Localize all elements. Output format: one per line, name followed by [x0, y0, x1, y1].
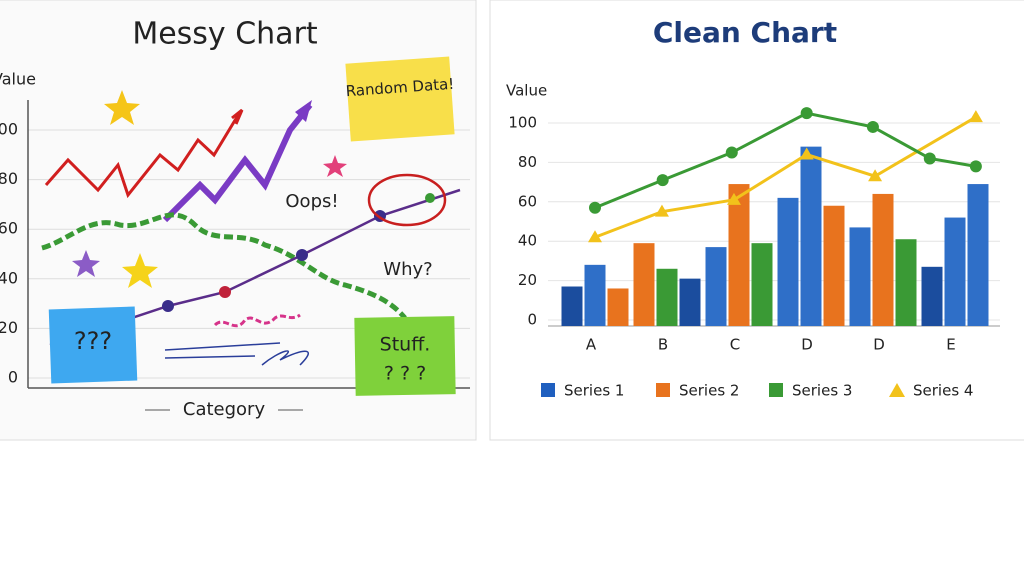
y-tick-label: 100 [508, 114, 537, 132]
sticky-note [345, 56, 455, 142]
bar [607, 288, 629, 326]
y-tick-label: 100 [0, 120, 18, 139]
annotation: ??? [74, 327, 112, 355]
messy-chart: Messy Chart Value Category Random Data! … [0, 17, 470, 420]
bar [656, 268, 678, 326]
bar [967, 184, 989, 326]
bar [895, 239, 917, 326]
marker [589, 201, 601, 214]
y-tick-label: 20 [0, 318, 18, 337]
x-axis-label: Category [183, 399, 266, 420]
y-tick-label: 20 [518, 271, 537, 289]
sticky-note [354, 316, 456, 396]
scribble [162, 103, 313, 223]
marker [923, 152, 936, 165]
clean-panel [489, 0, 1024, 441]
legend-marker [889, 383, 905, 397]
bar [872, 193, 894, 326]
y-tick-label: 40 [0, 268, 18, 287]
dot [219, 286, 231, 298]
scribble [41, 212, 407, 320]
bar [584, 264, 606, 326]
dot [162, 300, 174, 312]
bar [944, 217, 966, 326]
bar [800, 146, 822, 326]
marker [866, 120, 879, 133]
legend-marker [541, 383, 555, 397]
dot [296, 249, 308, 261]
bar [728, 184, 750, 326]
legend-label: Series 1 [564, 382, 624, 400]
marker [968, 110, 983, 123]
legend-label: Series 3 [792, 382, 852, 400]
marker [969, 160, 982, 173]
scribble [213, 313, 301, 328]
y-tick-label: 0 [527, 311, 537, 329]
legend-marker [656, 383, 670, 397]
star [104, 90, 140, 125]
marker [800, 107, 813, 120]
bar [679, 278, 701, 326]
annotation: ? ? ? [384, 363, 426, 385]
marker [588, 230, 602, 243]
marker [725, 146, 738, 159]
line [594, 115, 977, 239]
y-tick-label: 60 [0, 219, 18, 238]
star [72, 250, 100, 277]
annotation: Why? [383, 259, 432, 280]
arrow [295, 100, 312, 122]
marker [799, 147, 814, 160]
legend-marker [769, 383, 783, 397]
y-tick-label: 80 [0, 169, 18, 188]
star [122, 253, 158, 288]
x-tick-label: D [873, 336, 885, 354]
arrow [231, 108, 244, 125]
sticky-note [48, 306, 138, 384]
y-axis-label: Value [0, 70, 36, 89]
dot [425, 193, 435, 203]
x-tick-label: A [586, 336, 597, 354]
bar [561, 286, 583, 326]
scribble [44, 111, 242, 199]
marker [656, 174, 669, 187]
x-tick-label: E [946, 336, 955, 354]
bar [921, 266, 943, 326]
bar [849, 227, 871, 326]
x-tick-label: B [658, 336, 668, 354]
chart-title: Clean Chart [653, 16, 837, 49]
circle-mark [367, 173, 447, 227]
y-axis-label: Value [506, 82, 547, 100]
scribble [49, 188, 461, 347]
legend-label: Series 2 [679, 382, 739, 400]
y-tick-label: 80 [518, 153, 537, 171]
bar [751, 243, 773, 326]
scribble [164, 342, 309, 366]
bar [633, 243, 655, 326]
clean-chart: Clean Chart Value 0 20 40 60 80 100 A B C D D E Seri… [506, 16, 1000, 400]
marker [726, 192, 741, 205]
bar [777, 197, 799, 326]
x-tick-label: D [801, 336, 813, 354]
annotation: Oops! [285, 191, 338, 212]
bar [705, 247, 727, 326]
y-tick-label: 0 [8, 368, 18, 387]
marker [868, 169, 883, 182]
bar [823, 205, 845, 326]
legend-label: Series 4 [913, 382, 973, 400]
x-tick-label: C [730, 336, 740, 354]
annotation: Stuff. [380, 334, 431, 356]
y-tick-label: 40 [518, 232, 537, 250]
star [323, 155, 347, 177]
y-tick-label: 60 [518, 192, 537, 210]
marker [654, 204, 669, 217]
chart-title: Messy Chart [132, 17, 318, 52]
